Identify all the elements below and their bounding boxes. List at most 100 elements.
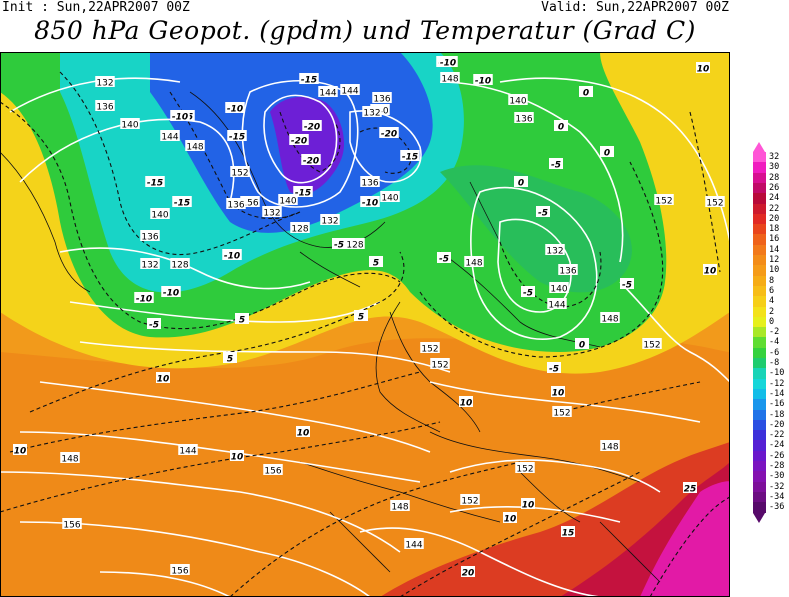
temperature-label: -10 xyxy=(136,295,152,305)
temperature-label: -15 xyxy=(174,199,190,209)
geopotential-label-bg xyxy=(360,176,380,187)
temperature-label-bg xyxy=(172,196,192,207)
geopotential-label-bg xyxy=(95,100,115,111)
temperature-label-bg xyxy=(379,127,399,138)
colorbar-tick-label: 16 xyxy=(769,234,780,245)
colorbar-tick-label: 20 xyxy=(769,213,780,224)
geopotential-label: 132 xyxy=(141,261,158,271)
geopotential-label: 132 xyxy=(321,217,338,227)
colorbar-swatch xyxy=(753,450,766,462)
geopotential-label-bg xyxy=(185,140,205,151)
temperature-label: 0 xyxy=(579,341,585,351)
geopotential-label: 136 xyxy=(515,115,532,125)
geopotential-label-bg xyxy=(60,452,80,463)
colorbar-tick-label: 8 xyxy=(769,275,775,286)
colorbar-swatch xyxy=(753,502,766,513)
colorbar-swatch xyxy=(753,430,766,441)
temperature-label-bg xyxy=(703,264,717,275)
temperature-label-bg xyxy=(134,292,154,303)
geopotential-label: 128 xyxy=(346,241,363,251)
geopotential-label: 152 xyxy=(431,361,448,371)
temperature-label: 10 xyxy=(14,447,27,457)
temp-field-violet xyxy=(270,96,345,195)
map-title: 850 hPa Geopot. (gpdm) und Temperatur (G… xyxy=(34,16,696,45)
temperature-label-bg xyxy=(227,130,247,141)
colorbar-tick-label: 24 xyxy=(769,193,780,204)
geopotential-label: 152 xyxy=(553,409,570,419)
colorbar-tick-label: -28 xyxy=(769,461,785,471)
colorbar-swatch xyxy=(753,265,766,277)
temperature-label-bg xyxy=(554,120,568,131)
geopotential-label-bg xyxy=(515,462,535,473)
geopotential-label-bg xyxy=(600,440,620,451)
geopotential-label: 148 xyxy=(61,455,78,465)
colorbar-swatch xyxy=(753,358,766,369)
geopotential-label-bg xyxy=(549,282,569,293)
temperature-label: -5 xyxy=(523,289,533,299)
temperature-label-bg xyxy=(547,362,561,373)
geopotential-label-bg xyxy=(160,130,180,141)
temperature-label: -15 xyxy=(301,76,317,86)
temperature-label: 10 xyxy=(460,399,473,409)
colorbar-tick-label: -34 xyxy=(769,491,785,502)
colorbar-tick-label: -4 xyxy=(769,337,780,348)
colorbar-tick-label: -18 xyxy=(769,409,785,420)
temperature-label-bg xyxy=(301,154,321,165)
temperature-label-bg xyxy=(459,396,473,407)
geopotential-label-bg xyxy=(372,92,392,103)
temperature-label: -5 xyxy=(439,255,449,265)
colorbar-swatch xyxy=(753,296,766,307)
temperature-label-bg xyxy=(147,318,161,329)
colorbar-swatch xyxy=(753,234,766,246)
colorbar-swatch xyxy=(753,337,766,349)
geopotential-label-bg xyxy=(390,500,410,511)
temperature-label-bg xyxy=(302,120,322,131)
geopotential-label-bg xyxy=(508,94,528,105)
colorbar-swatch xyxy=(753,419,766,431)
geopotential-label: 136 xyxy=(227,201,244,211)
temperature-label: 10 xyxy=(704,267,717,277)
geopotential-label: 156 xyxy=(63,521,80,531)
temperature-label-bg xyxy=(296,426,310,437)
colorbar-tick-label: -14 xyxy=(769,388,785,399)
valid-time-label: Valid: Sun,22APR2007 00Z xyxy=(541,0,729,15)
colorbar-swatch xyxy=(753,316,766,328)
temp-field-teal-east xyxy=(440,165,632,293)
geopotential-label-bg xyxy=(240,196,260,207)
colorbar-swatch xyxy=(753,285,766,297)
colorbar-swatch xyxy=(753,368,766,380)
geopotential-label-bg xyxy=(404,538,424,549)
temperature-label: -5 xyxy=(334,241,344,251)
temperature-label: 5 xyxy=(227,355,233,365)
colorbar-swatch xyxy=(753,461,766,472)
geopotential-label: 156 xyxy=(264,467,281,477)
temperature-label-bg xyxy=(551,386,565,397)
temperature-label: 5 xyxy=(239,316,245,326)
temperature-label: 0 xyxy=(558,123,564,133)
geopotential-label: 140 xyxy=(509,97,526,107)
geopotential-label: 144 xyxy=(179,447,196,457)
geopotential-label-bg xyxy=(430,358,450,369)
temperature-label: -20 xyxy=(291,137,307,147)
geopotential-label: 136 xyxy=(361,179,378,189)
colorbar-swatch xyxy=(753,440,766,452)
temperature-label: 10 xyxy=(522,501,535,511)
geopotential-label-bg xyxy=(547,298,567,309)
colorbar-tick-label: 6 xyxy=(769,285,775,296)
temperature-label-bg xyxy=(561,526,575,537)
colorbar-tick-label: 22 xyxy=(769,203,780,214)
temperature-label-bg xyxy=(549,158,563,169)
temperature-label-bg xyxy=(222,249,242,260)
temperature-label-bg xyxy=(514,176,528,187)
geopotential-label-bg xyxy=(345,238,365,249)
colorbar-tick-label: -20 xyxy=(769,419,785,430)
temperature-label-bg xyxy=(521,286,535,297)
colorbar-swatch xyxy=(753,152,766,163)
geopotential-label: 128 xyxy=(171,261,188,271)
geopotential-label: 156 xyxy=(171,567,188,577)
colorbar-tick-label: 2 xyxy=(769,306,775,317)
colorbar-tick-label: 26 xyxy=(769,182,780,193)
colorbar-swatch xyxy=(753,244,766,256)
geopotential-label: 152 xyxy=(421,345,438,355)
colorbar-swatch xyxy=(753,378,766,390)
